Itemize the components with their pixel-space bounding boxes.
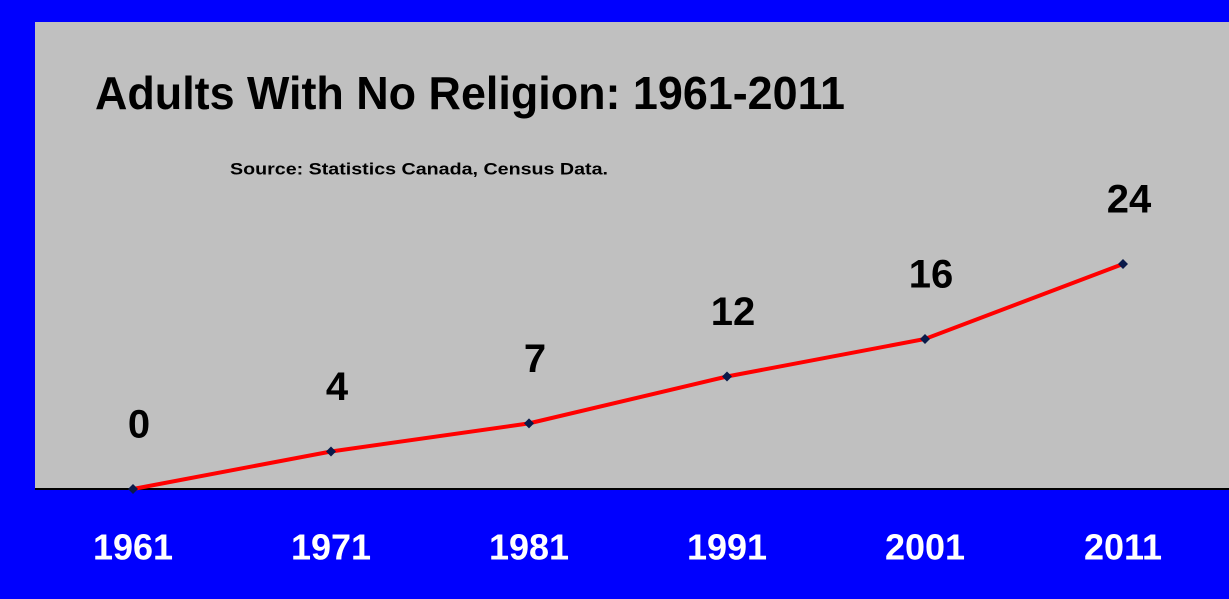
data-label: 24: [1107, 178, 1152, 222]
x-tick-label: 1981: [489, 527, 569, 568]
data-label: 16: [909, 253, 954, 297]
marker: [1118, 259, 1128, 269]
marker: [128, 484, 138, 494]
x-tick-label: 1961: [93, 527, 173, 568]
chart-title: Adults With No Religion: 1961-2011: [95, 67, 845, 119]
marker: [722, 371, 732, 382]
x-tick-label: 1971: [291, 527, 371, 568]
x-tick-label: 2001: [885, 527, 965, 568]
plot-area: [35, 22, 1229, 489]
chart-subtitle: Source: Statistics Canada, Census Data.: [230, 159, 608, 178]
marker: [524, 418, 534, 429]
marker: [920, 334, 930, 344]
data-label: 0: [128, 403, 150, 447]
x-tick-label: 2011: [1084, 527, 1162, 568]
x-tick-label: 1991: [687, 527, 767, 568]
line: [132, 262, 1124, 491]
data-label: 7: [524, 337, 546, 381]
data-label: 4: [326, 365, 349, 409]
data-label: 12: [711, 290, 756, 334]
marker: [326, 446, 336, 457]
